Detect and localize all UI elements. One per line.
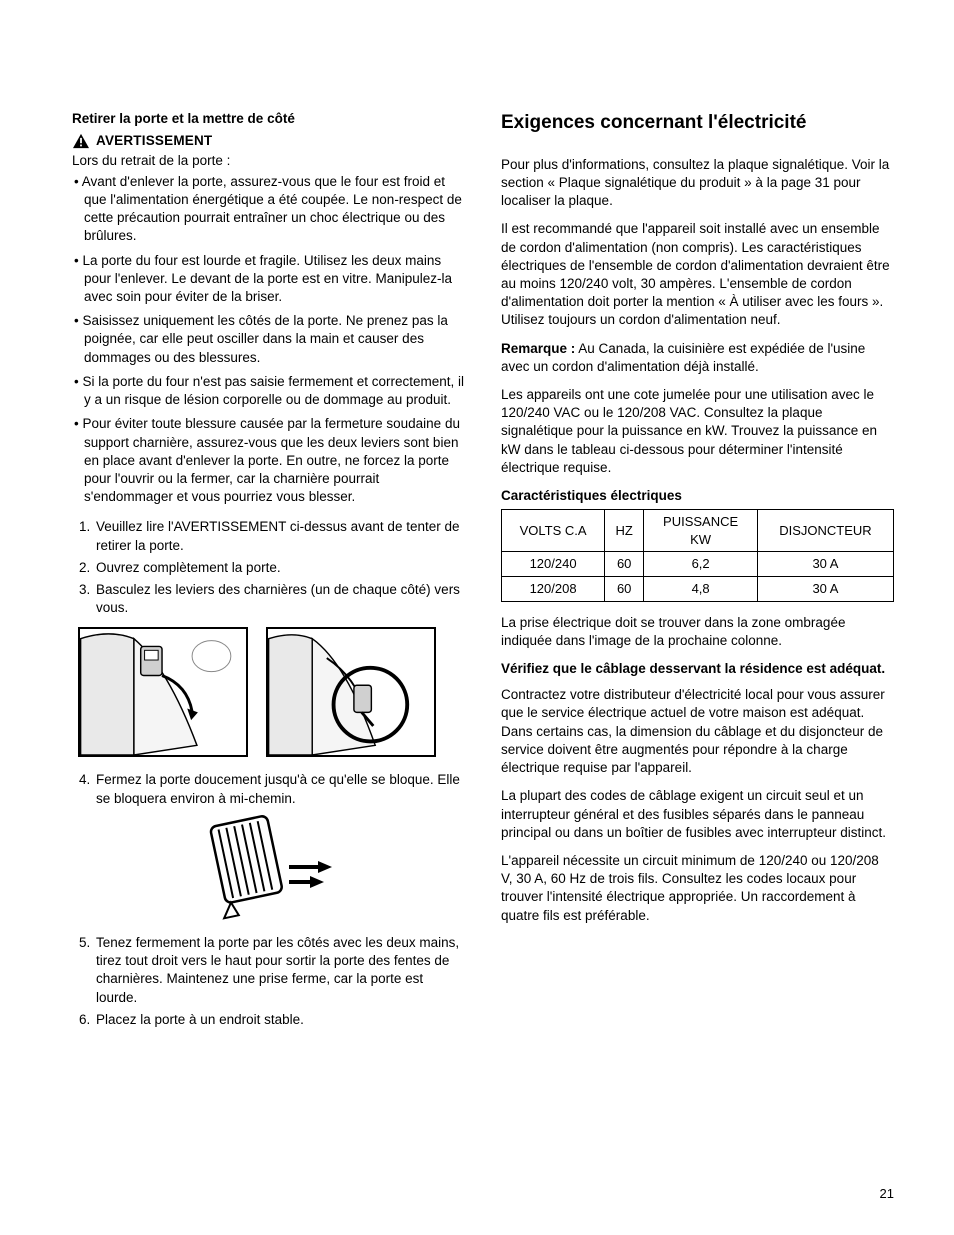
hinge-figure-right <box>266 627 436 757</box>
paragraph: La plupart des codes de câblage exigent … <box>501 787 894 842</box>
door-figure-wrap <box>72 812 465 922</box>
step-item: Placez la porte à un endroit stable. <box>94 1011 465 1029</box>
td: 120/240 <box>502 552 605 577</box>
steps-list-a: Veuillez lire l'AVERTISSEMENT ci-dessus … <box>72 518 465 617</box>
th-hz: HZ <box>605 510 644 552</box>
door-remove-figure <box>194 812 344 922</box>
right-column: Exigences concernant l'électricité Pour … <box>501 110 894 1039</box>
note-label: Remarque : <box>501 341 575 356</box>
section-title: Exigences concernant l'électricité <box>501 110 894 136</box>
step-item: Basculez les leviers des charnières (un … <box>94 581 465 617</box>
bullet-item: Saisissez uniquement les côtés de la por… <box>72 312 465 367</box>
td: 60 <box>605 552 644 577</box>
two-columns: Retirer la porte et la mettre de côté AV… <box>72 110 894 1039</box>
left-column: Retirer la porte et la mettre de côté AV… <box>72 110 465 1039</box>
bullet-item: Avant d'enlever la porte, assurez-vous q… <box>72 173 465 246</box>
td: 6,2 <box>644 552 758 577</box>
step-item: Fermez la porte doucement jusqu'à ce qu'… <box>94 771 465 807</box>
hinge-figure-left <box>78 627 248 757</box>
paragraph: Les appareils ont une cote jumelée pour … <box>501 386 894 477</box>
paragraph: Pour plus d'informations, consultez la p… <box>501 156 894 211</box>
th-kw: PUISSANCEKW <box>644 510 758 552</box>
steps-list-4: Fermez la porte doucement jusqu'à ce qu'… <box>72 771 465 807</box>
table-row: 120/240 60 6,2 30 A <box>502 552 894 577</box>
td: 60 <box>605 577 644 602</box>
paragraph: La prise électrique doit se trouver dans… <box>501 614 894 650</box>
step-item: Veuillez lire l'AVERTISSEMENT ci-dessus … <box>94 518 465 554</box>
warning-intro: Lors du retrait de la porte : <box>72 152 465 170</box>
hinge-figures <box>78 627 465 757</box>
left-subhead: Retirer la porte et la mettre de côté <box>72 110 465 128</box>
step-item: Ouvrez complètement la porte. <box>94 559 465 577</box>
warning-label: AVERTISSEMENT <box>96 132 212 150</box>
table-header-row: VOLTS C.A HZ PUISSANCEKW DISJONCTEUR <box>502 510 894 552</box>
steps-list-b: Tenez fermement la porte par les côtés a… <box>72 934 465 1029</box>
td: 120/208 <box>502 577 605 602</box>
td: 30 A <box>757 577 893 602</box>
paragraph: Contractez votre distributeur d'électric… <box>501 686 894 777</box>
step-item: Tenez fermement la porte par les côtés a… <box>94 934 465 1007</box>
step4-text: Fermez la porte doucement jusqu'à ce qu'… <box>96 771 465 807</box>
paragraph: L'appareil nécessite un circuit minimum … <box>501 852 894 925</box>
warning-triangle-icon <box>72 133 90 149</box>
paragraph: Il est recommandé que l'appareil soit in… <box>501 220 894 329</box>
wiring-subhead: Vérifiez que le câblage desservant la ré… <box>501 660 894 678</box>
td: 30 A <box>757 552 893 577</box>
th-volts: VOLTS C.A <box>502 510 605 552</box>
warning-bullets: Avant d'enlever la porte, assurez-vous q… <box>72 173 465 507</box>
bullet-item: Si la porte du four n'est pas saisie fer… <box>72 373 465 409</box>
table-row: 120/208 60 4,8 30 A <box>502 577 894 602</box>
table-heading: Caractéristiques électriques <box>501 487 894 505</box>
note-paragraph: Remarque : Au Canada, la cuisinière est … <box>501 340 894 376</box>
electrical-spec-table: VOLTS C.A HZ PUISSANCEKW DISJONCTEUR 120… <box>501 509 894 601</box>
bullet-item: La porte du four est lourde et fragile. … <box>72 252 465 307</box>
page-number: 21 <box>880 1185 894 1203</box>
page: Retirer la porte et la mettre de côté AV… <box>0 0 954 1235</box>
th-breaker: DISJONCTEUR <box>757 510 893 552</box>
bullet-item: Pour éviter toute blessure causée par la… <box>72 415 465 506</box>
td: 4,8 <box>644 577 758 602</box>
warning-row: AVERTISSEMENT <box>72 132 465 150</box>
